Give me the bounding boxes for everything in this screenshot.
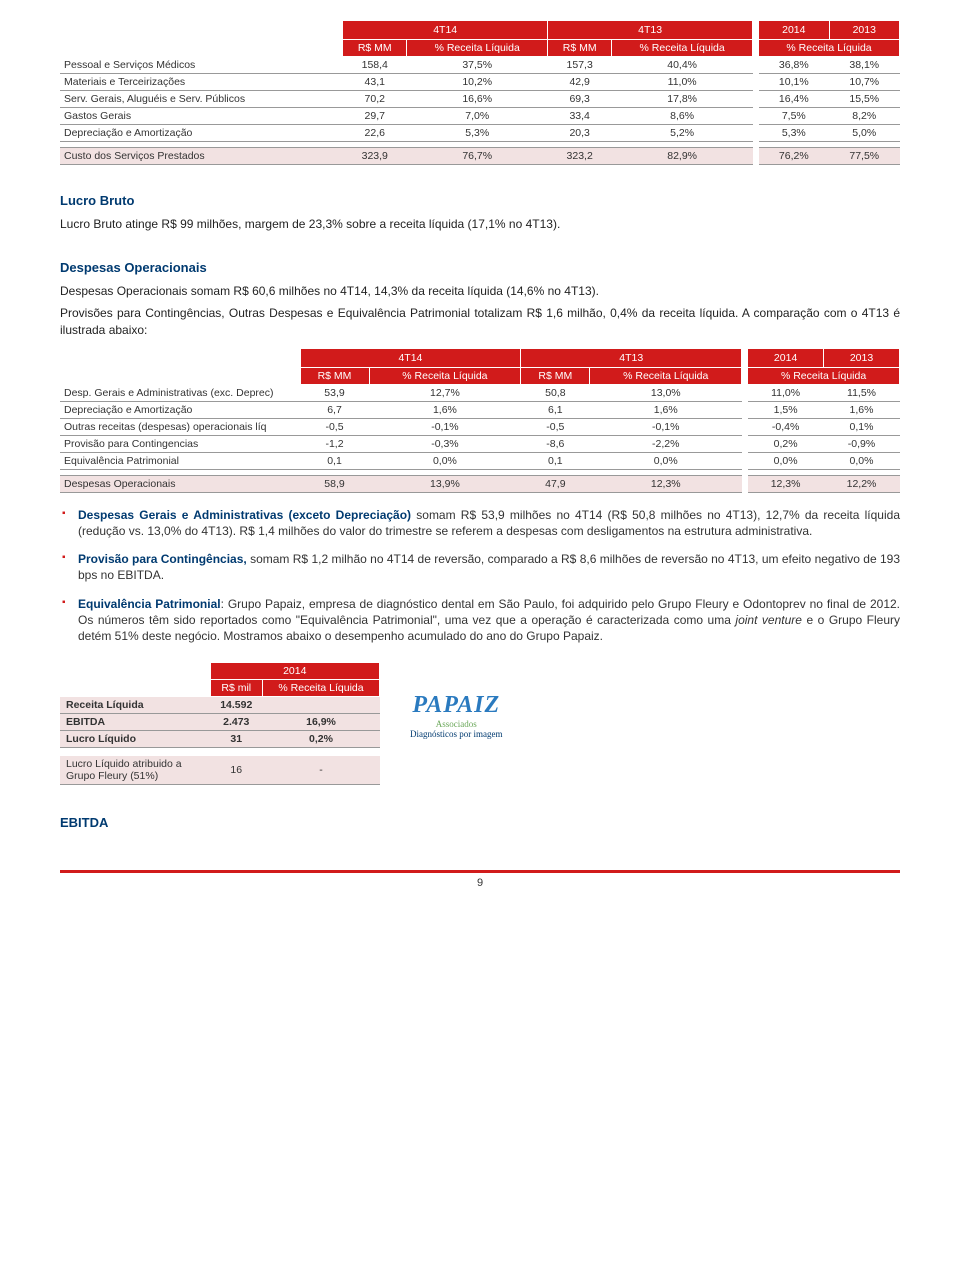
col2-4t13: 4T13 <box>521 348 742 367</box>
col-2013: 2013 <box>829 21 900 40</box>
col2-rsmm: R$ MM <box>300 367 369 384</box>
bullet-2: Provisão para Contingências, somam R$ 1,… <box>60 551 900 583</box>
bullet-3: Equivalência Patrimonial: Grupo Papaiz, … <box>60 596 900 645</box>
col2-pct-year: % Receita Líquida <box>748 367 900 384</box>
col3-rsmil: R$ mil <box>210 680 263 697</box>
col-4t14: 4T14 <box>343 21 548 40</box>
col2-2013: 2013 <box>824 348 900 367</box>
table-row: Outras receitas (despesas) operacionais … <box>60 418 900 435</box>
logo-sub: Associados <box>410 719 502 729</box>
col-pct: % Receita Líquida <box>407 40 548 57</box>
table-total-row: Custo dos Serviços Prestados323,976,7%32… <box>60 148 900 165</box>
bullet-1: Despesas Gerais e Administrativas (excet… <box>60 507 900 539</box>
bullet-1-lead: Despesas Gerais e Administrativas (excet… <box>78 508 411 522</box>
table-row: Depreciação e Amortização6,71,6%6,11,6%1… <box>60 401 900 418</box>
opex-table: 4T14 4T13 2014 2013 R$ MM % Receita Líqu… <box>60 348 900 493</box>
col2-2014: 2014 <box>748 348 824 367</box>
table-row: Gastos Gerais29,77,0%33,48,6%7,5%8,2% <box>60 108 900 125</box>
table-row: Materiais e Terceirizações43,110,2%42,91… <box>60 74 900 91</box>
page-number: 9 <box>477 877 483 889</box>
papaiz-table: 2014 R$ mil % Receita Líquida Receita Lí… <box>60 662 380 785</box>
table-row: Desp. Gerais e Administrativas (exc. Dep… <box>60 384 900 401</box>
table-row: Receita Líquida14.592 <box>60 697 380 714</box>
table-row: Depreciação e Amortização22,65,3%20,35,2… <box>60 125 900 142</box>
col-4t13: 4T13 <box>548 21 753 40</box>
col-rsmm2: R$ MM <box>548 40 612 57</box>
table-row: Equivalência Patrimonial0,10,0%0,10,0%0,… <box>60 452 900 469</box>
papaiz-logo: PAPAIZ Associados Diagnósticos por image… <box>410 692 502 739</box>
col2-4t14: 4T14 <box>300 348 521 367</box>
col3-pct: % Receita Líquida <box>263 680 380 697</box>
col-pct-year: % Receita Líquida <box>759 40 900 57</box>
table-row: Provisão para Contingencias-1,2-0,3%-8,6… <box>60 435 900 452</box>
table-row: Lucro Líquido310,2% <box>60 731 380 748</box>
table-row: EBITDA2.47316,9% <box>60 714 380 731</box>
table-row: Pessoal e Serviços Médicos158,437,5%157,… <box>60 57 900 74</box>
col-rsmm: R$ MM <box>343 40 407 57</box>
col-2014: 2014 <box>759 21 829 40</box>
ebitda-heading: EBITDA <box>60 815 900 830</box>
bullet-3-lead: Equivalência Patrimonial <box>78 597 221 611</box>
despesas-heading: Despesas Operacionais <box>60 260 900 275</box>
col3-period: 2014 <box>210 663 380 680</box>
col-pct2: % Receita Líquida <box>612 40 753 57</box>
bullet-list: Despesas Gerais e Administrativas (excet… <box>60 507 900 644</box>
col2-pct: % Receita Líquida <box>369 367 521 384</box>
cost-breakdown-table: 4T14 4T13 2014 2013 R$ MM % Receita Líqu… <box>60 20 900 165</box>
lucro-bruto-text: Lucro Bruto atinge R$ 99 milhões, margem… <box>60 216 900 232</box>
despesas-text1: Despesas Operacionais somam R$ 60,6 milh… <box>60 283 900 299</box>
table-row: Serv. Gerais, Aluguéis e Serv. Públicos7… <box>60 91 900 108</box>
table-footer-row: Lucro Líquido atribuido a Grupo Fleury (… <box>60 756 380 785</box>
col2-rsmm2: R$ MM <box>521 367 590 384</box>
logo-tag: Diagnósticos por imagem <box>410 729 502 739</box>
col2-pct2: % Receita Líquida <box>590 367 742 384</box>
lucro-bruto-heading: Lucro Bruto <box>60 193 900 208</box>
logo-main: PAPAIZ <box>410 692 502 719</box>
table-total-row: Despesas Operacionais58,913,9%47,912,3%1… <box>60 475 900 492</box>
page-footer: 9 <box>60 870 900 889</box>
despesas-text2: Provisões para Contingências, Outras Des… <box>60 305 900 337</box>
bullet-2-lead: Provisão para Contingências, <box>78 552 247 566</box>
bullet-3-italic: joint venture <box>735 613 802 627</box>
